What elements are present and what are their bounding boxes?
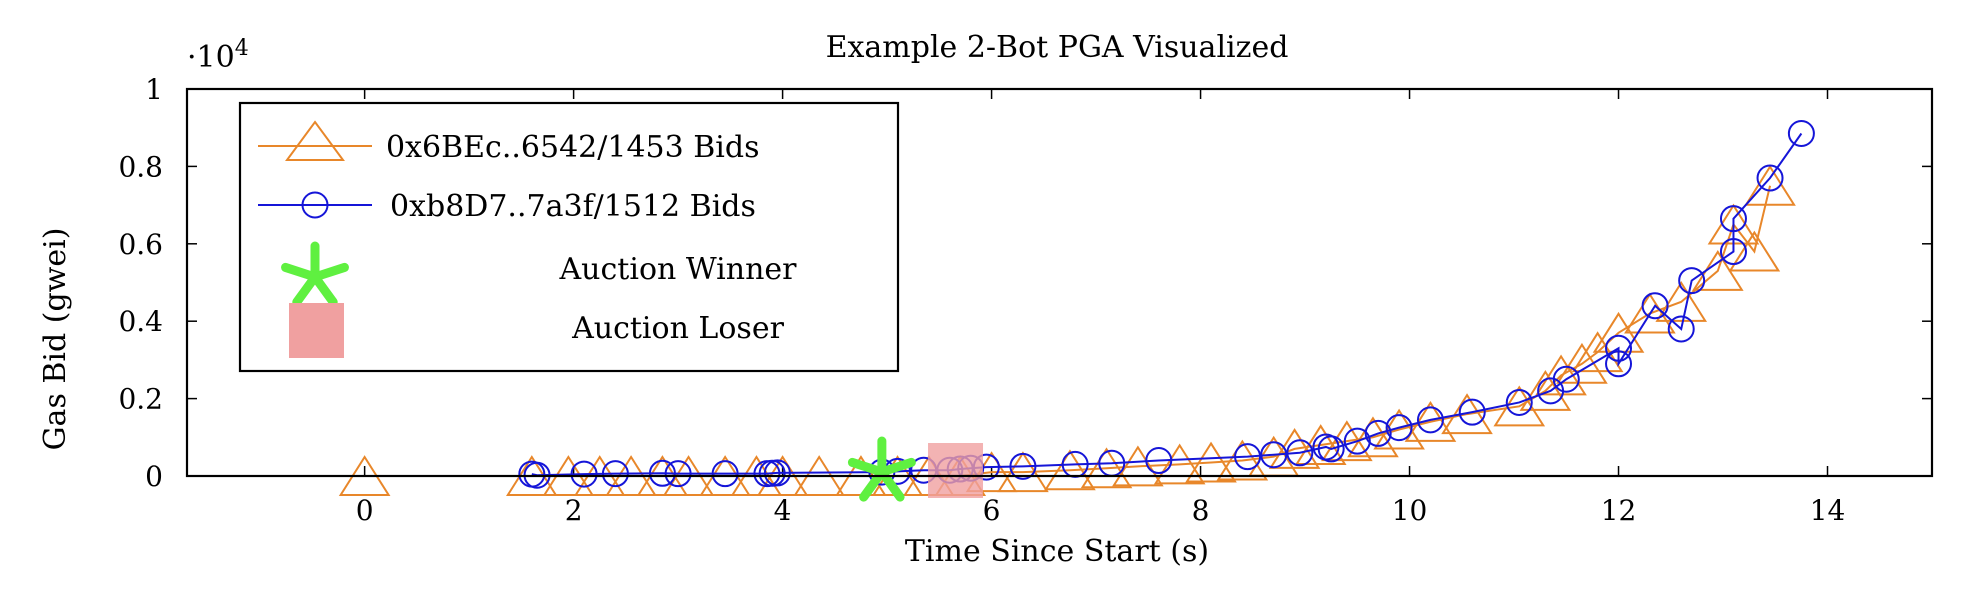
asterisk-arm — [310, 262, 349, 282]
data-point-circle — [1505, 388, 1533, 416]
asterisk-icon-shape — [281, 241, 349, 307]
legend-square-icon — [289, 303, 344, 358]
data-point-triangle — [1441, 393, 1493, 435]
x-tick-label: 12 — [1601, 494, 1637, 527]
legend-triangle-icon — [285, 120, 345, 161]
legend-circle-icon — [301, 191, 329, 219]
legend-entry-loser: Auction Loser — [289, 303, 785, 358]
x-tick-label: 8 — [1192, 494, 1210, 527]
data-point-circle — [711, 460, 739, 488]
axis-ticks: 0 2 4 6 8 10 12 14 0 0.2 0.4 0.6 0.8 1 — [118, 73, 1932, 527]
data-point-triangle — [1185, 441, 1237, 483]
data-point-circle — [1756, 164, 1784, 192]
x-tick-label: 10 — [1392, 494, 1428, 527]
data-point-circle — [1641, 292, 1669, 320]
y-tick-label: 1 — [145, 73, 163, 106]
data-point-circle — [1719, 205, 1747, 233]
data-point-circle — [1552, 365, 1580, 393]
legend-box — [238, 101, 900, 373]
data-point-circle — [664, 460, 692, 488]
data-point-circle — [648, 459, 676, 487]
y-tick-label: 0.6 — [118, 228, 163, 261]
data-point-circle — [1343, 427, 1371, 455]
data-point-triangle — [1347, 416, 1399, 458]
legend-label-loser: Auction Loser — [571, 311, 784, 346]
legend-label-winner: Auction Winner — [559, 252, 798, 287]
data-point-circle — [1719, 238, 1747, 266]
data-point-circle — [1364, 419, 1392, 447]
legend-entry-series-1: 0x6BEc..6542/1453 Bids — [258, 120, 760, 165]
data-point-circle — [601, 460, 629, 488]
data-point-triangle — [1044, 449, 1096, 491]
y-tick-label: 0.8 — [118, 150, 163, 183]
data-point-circle — [1605, 334, 1633, 362]
x-tick-label: 4 — [774, 494, 792, 527]
chart-title: Example 2-Bot PGA Visualized — [826, 30, 1289, 65]
x-tick-label: 2 — [565, 494, 583, 527]
data-point-circle — [1260, 441, 1288, 469]
asterisk-arm — [877, 457, 916, 477]
legend-asterisk-icon — [281, 241, 349, 307]
y-axis-label: Gas Bid (gwei) — [38, 228, 73, 451]
x-tick-label: 6 — [983, 494, 1001, 527]
plot-frame — [185, 87, 1934, 478]
auction-loser-marker — [928, 443, 984, 498]
data-point-triangle — [1519, 369, 1572, 411]
y-tick-label: 0.2 — [118, 383, 163, 416]
data-point-triangle — [1655, 280, 1708, 322]
legend-label-series-2: 0xb8D7..7a3f/1512 Bids — [390, 189, 756, 224]
data-point-circle — [1286, 439, 1314, 467]
asterisk-arm — [281, 262, 320, 282]
data-point-triangle — [1728, 230, 1781, 272]
y-tick-label: 0 — [145, 460, 163, 493]
x-axis-label: Time Since Start (s) — [905, 534, 1209, 569]
legend-entry-winner: Auction Winner — [281, 241, 798, 307]
data-point-circle — [1678, 267, 1706, 295]
x-tick-label: 0 — [356, 494, 374, 527]
data-point-circle — [1317, 435, 1345, 463]
data-point-circle — [1458, 398, 1486, 426]
data-point-triangle — [1080, 447, 1133, 489]
x-tick-label: 14 — [1810, 494, 1846, 527]
y-multiplier-base: ·10 — [187, 40, 235, 75]
legend-label-series-1: 0x6BEc..6542/1453 Bids — [386, 130, 760, 165]
data-point-circle — [1385, 414, 1413, 442]
data-point-circle — [1009, 452, 1037, 480]
data-point-triangle — [1112, 445, 1164, 487]
data-point-circle — [1667, 315, 1695, 343]
data-point-circle — [1234, 443, 1262, 471]
y-tick-label: 0.4 — [118, 305, 163, 338]
data-point-triangle — [1744, 164, 1796, 206]
asterisk-arm — [292, 272, 320, 307]
data-point-circle — [570, 460, 598, 488]
data-point-triangle — [1216, 439, 1269, 481]
asterisk-arm — [847, 457, 887, 477]
data-point-triangle — [1153, 443, 1206, 485]
data-point-circle — [763, 459, 791, 487]
data-point-circle — [1416, 406, 1444, 434]
legend: 0x6BEc..6542/1453 Bids 0xb8D7..7a3f/1512… — [238, 101, 900, 373]
y-multiplier-exponent: 4 — [235, 36, 249, 61]
data-point-circle — [1145, 447, 1173, 475]
series-line-2 — [531, 132, 1803, 477]
data-point-circle — [1787, 120, 1815, 148]
data-point-circle — [1605, 350, 1633, 378]
legend-entry-series-2: 0xb8D7..7a3f/1512 Bids — [258, 189, 756, 224]
asterisk-arm — [310, 272, 338, 307]
y-multiplier: ·104 — [187, 36, 249, 75]
